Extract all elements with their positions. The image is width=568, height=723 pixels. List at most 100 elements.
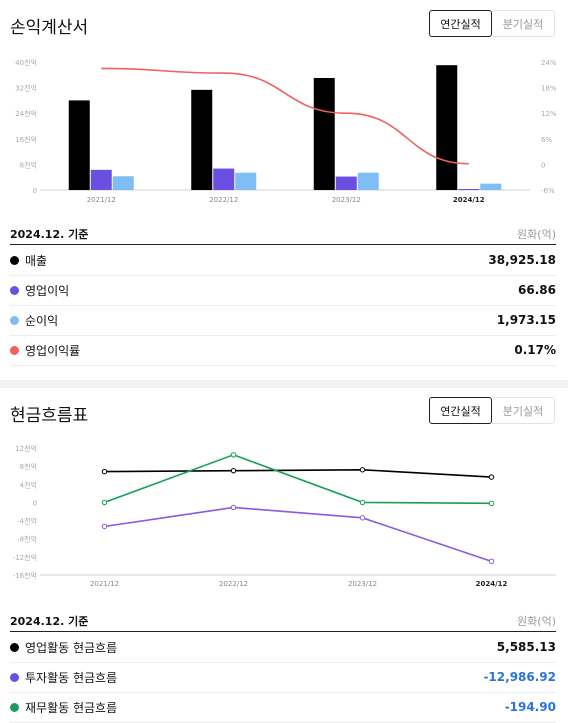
cashflow-info-row: 2024.12. 기준 원화(억) — [10, 613, 556, 629]
income-info-row: 2024.12. 기준 원화(억) — [10, 226, 556, 242]
income-title: 손익계산서 — [10, 18, 89, 38]
y-axis-tick-label: -12천억 — [13, 553, 37, 562]
y2-axis-tick-label: 12% — [541, 110, 557, 118]
quarterly-button[interactable]: 분기실적 — [492, 10, 555, 37]
cashflow-chart: 12천억 8천억 4천억 0 -4천억 -8천억 -12천억 -16천억 2021/12 2022… — [13, 444, 556, 588]
x-axis-tick-label: 2024/12 — [453, 196, 485, 204]
legend-label-text: 순이익 — [25, 313, 59, 328]
legend-row: 영업이익 66.86 — [10, 275, 556, 306]
y-axis-tick-label: 32천억 — [15, 84, 37, 93]
bar — [68, 100, 90, 190]
bar — [112, 176, 134, 190]
legend-row: 매출 38,925.18 — [10, 245, 556, 276]
annual-button[interactable]: 연간실적 — [429, 10, 492, 37]
x-axis-tick-label: 2024/12 — [476, 580, 508, 588]
legend-label-text: 영업이익 — [25, 283, 70, 298]
legend-value: -12,986.92 — [483, 670, 556, 684]
cashflow-period-toggle: 연간실적 분기실적 — [429, 397, 555, 424]
legend-label: 매출 — [10, 252, 47, 269]
bar — [357, 172, 379, 190]
bar — [213, 168, 235, 190]
income-chart: 0 8천억 16천억 24천억 32천억 40천억 -6% 0 6% 12% 18% 24% 2021/… — [15, 58, 557, 204]
y2-axis-tick-label: 24% — [541, 59, 557, 67]
legend-dot-icon — [10, 255, 19, 265]
data-point — [488, 558, 495, 565]
bar — [458, 189, 480, 190]
data-point — [359, 499, 366, 506]
legend-value: 1,973.15 — [496, 313, 556, 327]
legend-value: 38,925.18 — [488, 253, 556, 267]
y-axis-tick-label: 16천억 — [15, 135, 37, 144]
data-point — [230, 452, 237, 458]
data-point — [359, 515, 366, 521]
bar — [335, 176, 357, 190]
legend-label-text: 매출 — [25, 253, 48, 268]
income-basis-date: 2024.12. 기준 — [10, 228, 89, 241]
income-period-toggle: 연간실적 분기실적 — [429, 10, 555, 37]
series-line — [104, 468, 492, 478]
x-axis-tick-label: 2021/12 — [90, 580, 119, 588]
cashflow-unit: 원화(억) — [517, 615, 556, 628]
data-point — [230, 467, 237, 474]
x-axis-tick-label: 2021/12 — [87, 196, 116, 204]
legend-label: 영업이익 — [10, 282, 69, 299]
y-axis-tick-label: 0 — [33, 499, 37, 507]
income-rule — [10, 244, 556, 245]
y-axis-tick-label: 0 — [33, 187, 37, 195]
y-axis-tick-label: -8천억 — [17, 535, 37, 544]
y-axis-tick-label: 8천억 — [20, 462, 37, 471]
legend-label: 투자활동 현금흐름 — [10, 669, 117, 686]
legend-row: 영업활동 현금흐름 5,585.13 — [10, 632, 556, 663]
y2-axis-tick-label: -6% — [541, 187, 555, 195]
legend-label-text: 투자활동 현금흐름 — [25, 670, 118, 685]
bar — [191, 89, 213, 190]
series-line — [104, 506, 492, 563]
y-axis-tick-label: -16천억 — [13, 571, 37, 580]
legend-label: 영업이익률 — [10, 342, 80, 359]
quarterly-button[interactable]: 분기실적 — [492, 397, 555, 424]
data-point — [101, 468, 108, 475]
bar — [313, 78, 335, 190]
legend-label-text: 영업활동 현금흐름 — [25, 640, 118, 655]
y-axis-tick-label: 24천억 — [15, 109, 37, 118]
y-axis-tick-label: -4천억 — [17, 517, 37, 526]
legend-dot-icon — [10, 642, 19, 652]
y-axis-tick-label: 40천억 — [15, 58, 37, 67]
y-axis-tick-label: 8천억 — [20, 160, 37, 169]
bar — [235, 172, 257, 190]
bar — [480, 183, 502, 190]
y2-axis-tick-label: 6% — [541, 136, 552, 144]
legend-label: 순이익 — [10, 312, 58, 329]
legend-value: 66.86 — [518, 283, 556, 297]
legend-row: 재무활동 현금흐름 -194.90 — [10, 692, 556, 723]
legend-row: 투자활동 현금흐름 -12,986.92 — [10, 662, 556, 693]
bar — [436, 65, 458, 190]
y2-axis-tick-label: 0 — [541, 161, 545, 169]
legend-row: 영업이익률 0.17% — [10, 335, 556, 366]
legend-row: 순이익 1,973.15 — [10, 305, 556, 336]
legend-dot-icon — [10, 345, 19, 355]
x-axis-tick-label: 2022/12 — [209, 196, 238, 204]
legend-label: 재무활동 현금흐름 — [10, 699, 117, 716]
legend-label-text: 재무활동 현금흐름 — [25, 700, 118, 715]
data-point — [101, 523, 108, 530]
data-point — [230, 504, 237, 511]
legend-value: -194.90 — [504, 700, 556, 714]
legend-value: 0.17% — [514, 343, 556, 357]
cashflow-title: 현금흐름표 — [10, 406, 89, 426]
x-axis-tick-label: 2023/12 — [348, 580, 377, 588]
legend-dot-icon — [10, 285, 19, 295]
cashflow-rule — [10, 631, 556, 632]
data-point — [359, 467, 366, 473]
annual-button[interactable]: 연간실적 — [429, 397, 492, 424]
x-axis-tick-label: 2022/12 — [219, 580, 248, 588]
bar — [90, 169, 112, 190]
legend-label: 영업활동 현금흐름 — [10, 639, 117, 656]
data-point — [488, 474, 495, 480]
cashflow-basis-date: 2024.12. 기준 — [10, 615, 89, 628]
legend-dot-icon — [10, 315, 19, 325]
data-point — [488, 500, 495, 507]
legend-dot-icon — [10, 702, 19, 712]
series-line — [104, 453, 492, 505]
section-divider — [0, 380, 568, 388]
